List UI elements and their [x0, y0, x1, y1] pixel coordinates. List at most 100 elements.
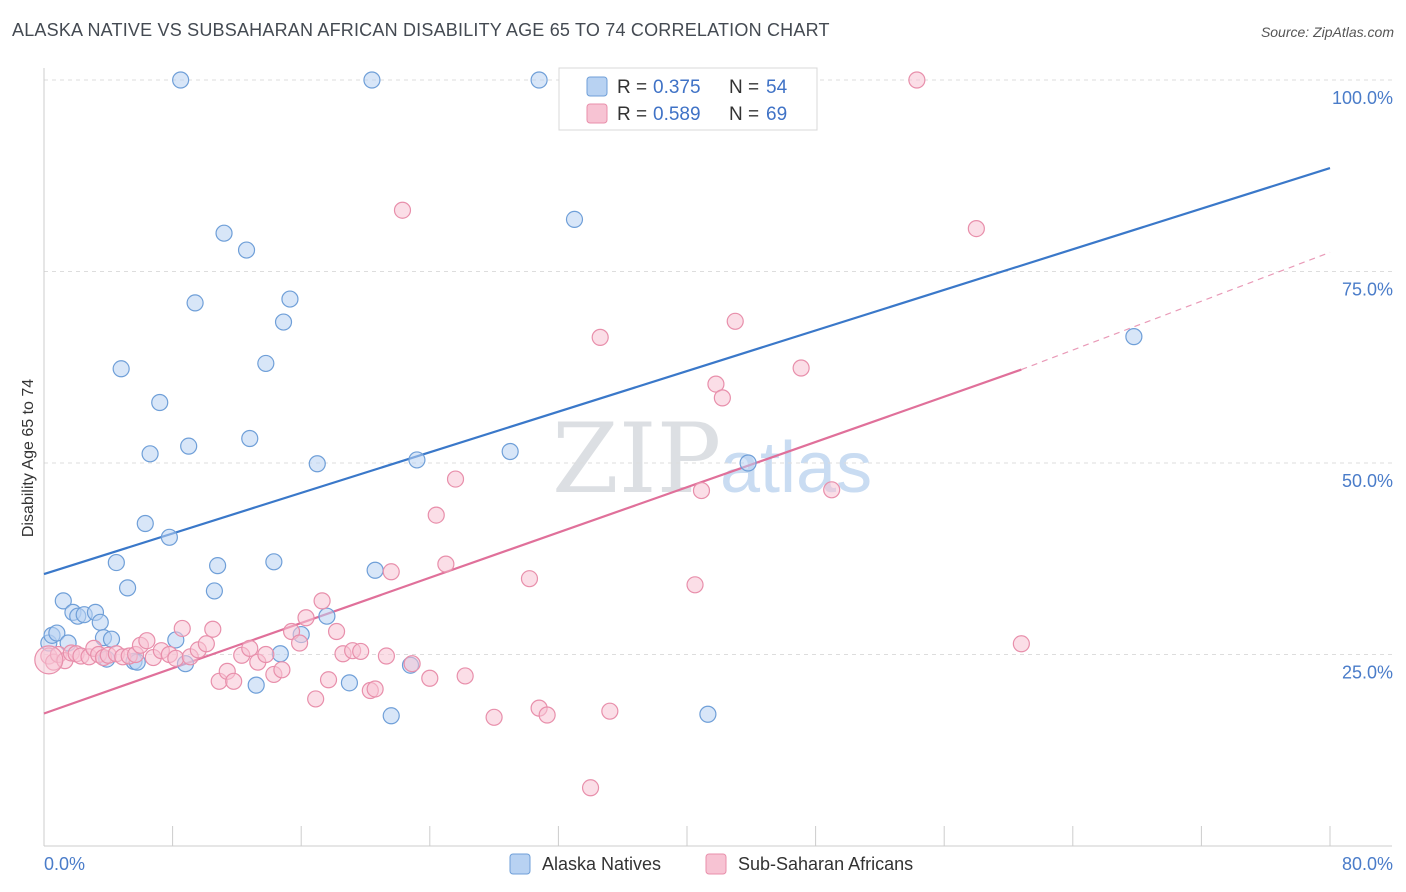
trend-line-pink: [43, 368, 1022, 715]
point-blue-48: [530, 71, 548, 89]
point-pink-48: [377, 647, 395, 665]
point-blue-26: [186, 294, 204, 312]
point-pink-58: [520, 570, 539, 588]
point-pink-53: [427, 506, 445, 524]
trend-line-blue: [43, 167, 1331, 576]
legend-n-value-blue: 54: [766, 77, 788, 98]
point-blue-44: [382, 707, 400, 725]
axes: [43, 68, 1392, 847]
point-pink-26: [204, 620, 222, 638]
point-blue-31: [241, 429, 259, 448]
point-blue-49: [565, 210, 584, 229]
point-blue-42: [363, 71, 381, 89]
point-pink-50: [393, 201, 412, 219]
point-pink-51: [403, 655, 421, 673]
point-blue-18: [136, 514, 154, 533]
point-blue-27: [205, 582, 223, 600]
point-pink-40: [313, 592, 331, 610]
point-blue-34: [265, 553, 283, 571]
point-pink-54: [437, 555, 455, 573]
bottom-legend-label-alaska: Alaska Natives: [542, 854, 661, 874]
point-pink-55: [446, 470, 465, 488]
point-pink-39: [307, 690, 325, 708]
point-blue-33: [257, 354, 275, 373]
point-blue-13: [107, 553, 125, 572]
point-blue-21: [160, 528, 178, 546]
point-pink-22: [173, 619, 191, 638]
point-pink-29: [225, 672, 243, 690]
point-pink-62: [591, 328, 609, 346]
point-blue-32: [247, 676, 265, 694]
point-blue-25: [180, 437, 198, 455]
point-blue-53: [1125, 328, 1143, 346]
point-pink-68: [726, 312, 744, 330]
point-blue-29: [215, 224, 233, 242]
point-blue-37: [281, 290, 299, 308]
point-pink-66: [707, 375, 725, 393]
bottom-legend-swatch-pink: [705, 853, 727, 875]
point-blue-52: [739, 454, 757, 472]
point-pink-69: [792, 359, 810, 377]
chart-title: ALASKA NATIVE VS SUBSAHARAN AFRICAN DISA…: [12, 20, 830, 40]
point-blue-9: [91, 613, 109, 631]
legend-swatch-pink: [586, 103, 608, 124]
point-pink-65: [692, 481, 711, 500]
source-credit: Source: ZipAtlas.com: [1260, 24, 1394, 40]
y-tick-label-3: 100.0%: [1332, 88, 1393, 108]
point-pink-42: [327, 622, 346, 641]
point-pink-49: [382, 563, 400, 581]
point-blue-41: [340, 674, 359, 692]
point-pink-63: [601, 702, 619, 720]
legend-n-label-blue: N =: [729, 77, 764, 98]
point-pink-61: [581, 779, 600, 797]
point-blue-20: [151, 393, 169, 412]
point-blue-14: [112, 360, 130, 378]
point-blue-39: [308, 455, 326, 473]
point-blue-12: [102, 630, 121, 648]
gridlines: [44, 79, 1392, 655]
point-blue-3: [54, 592, 72, 610]
point-pink-21: [167, 649, 185, 667]
legend-r-value-blue: 0.375: [653, 77, 701, 98]
point-blue-36: [274, 313, 293, 331]
point-pink-31: [241, 639, 259, 657]
point-pink-33: [257, 645, 275, 664]
point-pink-17: [138, 632, 156, 650]
watermark-zip: ZIP: [552, 403, 721, 515]
point-blue-40: [318, 607, 336, 625]
point-pink-71: [908, 71, 926, 89]
point-pink-67: [713, 389, 731, 407]
point-pink-25: [197, 635, 215, 653]
y-tick-labels: 25.0% 50.0% 75.0% 100.0%: [1332, 88, 1393, 683]
point-blue-28: [209, 557, 227, 575]
point-blue-2: [48, 624, 66, 642]
point-pink-56: [456, 667, 474, 685]
legend-n-label-pink: N =: [729, 104, 764, 125]
data-points: [34, 71, 1143, 797]
y-axis-label: Disability Age 65 to 74: [20, 379, 37, 537]
legend-swatch-blue: [586, 76, 608, 97]
point-pink-cluster: [34, 645, 64, 675]
point-pink-60: [538, 706, 556, 724]
y-tick-label-1: 50.0%: [1342, 471, 1393, 491]
series-legend: Alaska Natives Sub-Saharan Africans: [509, 853, 913, 875]
y-tick-label-2: 75.0%: [1342, 280, 1393, 300]
point-pink-64: [686, 576, 704, 594]
point-blue-35: [271, 645, 289, 663]
point-pink-38: [297, 609, 315, 627]
point-pink-45: [352, 642, 370, 661]
point-blue-30: [237, 241, 256, 259]
point-pink-57: [485, 708, 503, 726]
trend-lines: [43, 167, 1331, 715]
point-blue-23: [172, 71, 190, 89]
point-pink-72: [967, 220, 985, 238]
point-blue-43: [366, 561, 384, 579]
stats-legend: R = 0.375 N = 54 R = 0.589 N = 69: [558, 67, 818, 131]
legend-r-value-pink: 0.589: [653, 104, 701, 125]
x-tick-label-max: 80.0%: [1342, 854, 1393, 874]
y-tick-label-0: 25.0%: [1342, 663, 1393, 683]
point-blue-50: [699, 705, 717, 723]
x-tick-label-min: 0.0%: [44, 854, 85, 874]
point-pink-70: [823, 481, 841, 499]
